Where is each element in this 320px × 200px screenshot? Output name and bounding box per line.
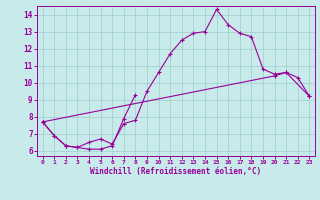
X-axis label: Windchill (Refroidissement éolien,°C): Windchill (Refroidissement éolien,°C) <box>91 167 261 176</box>
